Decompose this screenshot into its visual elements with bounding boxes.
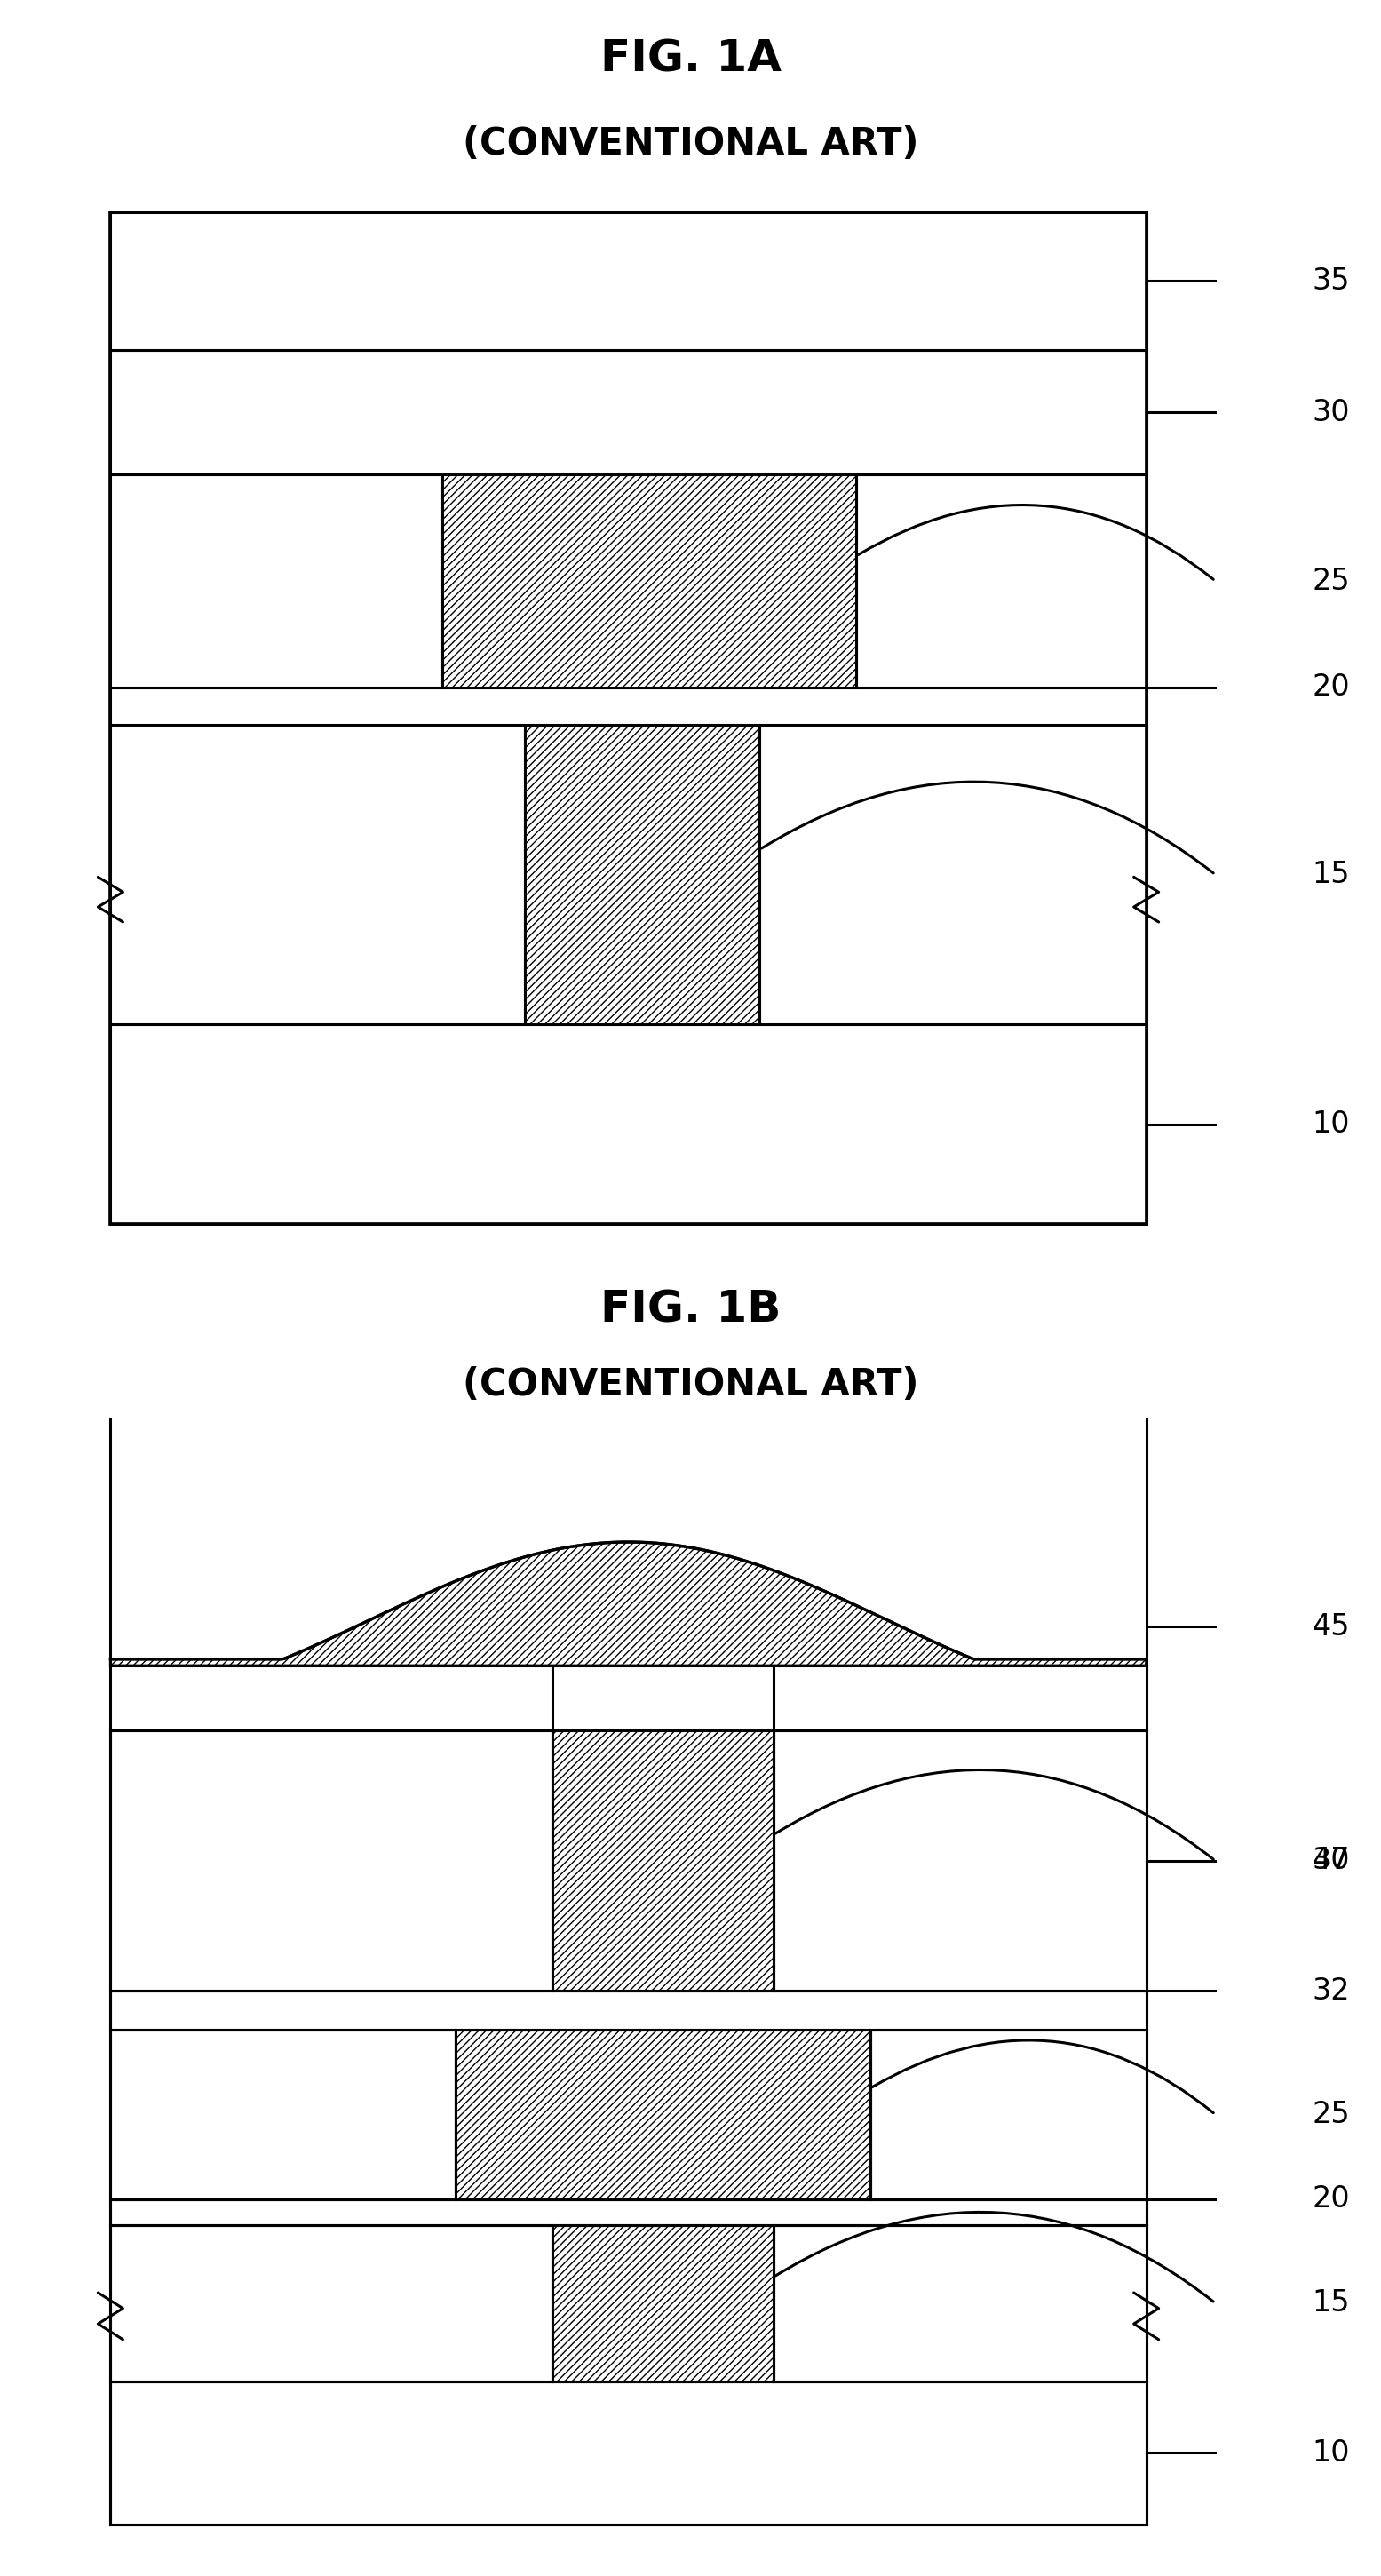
- Text: 10: 10: [1312, 2437, 1349, 2468]
- Bar: [110, 350, 1146, 474]
- Bar: [110, 2380, 1146, 2524]
- Text: FIG. 1A: FIG. 1A: [599, 39, 782, 80]
- Bar: [110, 2030, 456, 2200]
- Bar: [870, 2030, 1146, 2200]
- Bar: [773, 1731, 1146, 1991]
- Bar: [456, 2030, 870, 2200]
- Bar: [552, 1731, 773, 1991]
- Text: 30: 30: [1312, 397, 1349, 428]
- Bar: [110, 688, 1146, 724]
- Bar: [110, 1731, 552, 1991]
- Text: 20: 20: [1312, 2184, 1349, 2213]
- Bar: [442, 474, 856, 688]
- Bar: [110, 474, 442, 688]
- Text: 10: 10: [1312, 1110, 1349, 1139]
- Bar: [856, 474, 1146, 688]
- Text: 40: 40: [1312, 1847, 1349, 1875]
- Text: (CONVENTIONAL ART): (CONVENTIONAL ART): [463, 1365, 918, 1404]
- Polygon shape: [110, 1543, 1146, 1667]
- Text: 45: 45: [1312, 1613, 1349, 1641]
- Bar: [773, 2226, 1146, 2380]
- Bar: [760, 724, 1146, 1025]
- Text: 15: 15: [1312, 860, 1349, 889]
- Bar: [525, 724, 760, 1025]
- Text: 35: 35: [1312, 265, 1349, 296]
- Text: 25: 25: [1312, 567, 1349, 595]
- Bar: [110, 211, 1146, 1224]
- Text: 32: 32: [1312, 1976, 1349, 2007]
- Bar: [110, 1991, 1146, 2030]
- Bar: [110, 2226, 552, 2380]
- Bar: [110, 2200, 1146, 2226]
- Bar: [552, 2226, 773, 2380]
- Text: 15: 15: [1312, 2287, 1349, 2318]
- Text: (CONVENTIONAL ART): (CONVENTIONAL ART): [463, 126, 918, 162]
- Text: 20: 20: [1312, 672, 1349, 701]
- Bar: [110, 724, 525, 1025]
- Bar: [110, 211, 1146, 350]
- Bar: [110, 1025, 1146, 1224]
- Text: FIG. 1B: FIG. 1B: [601, 1288, 780, 1332]
- Text: 25: 25: [1312, 2099, 1349, 2130]
- Text: 37: 37: [1312, 1847, 1349, 1875]
